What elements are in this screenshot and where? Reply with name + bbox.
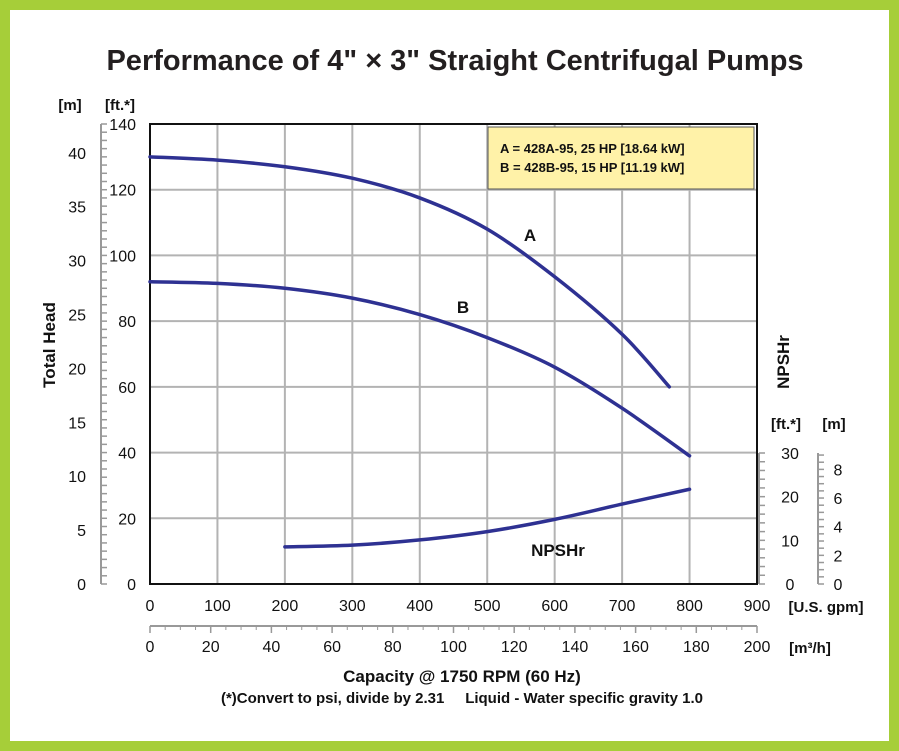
chart-title: Performance of 4" × 3" Straight Centrifu…: [106, 45, 803, 77]
curves: [148, 155, 692, 549]
x-tick-label: 400: [406, 598, 433, 615]
x2-tick-label: 120: [501, 639, 528, 656]
x-tick-label: 600: [541, 598, 568, 615]
y-m-tick-label: 0: [77, 577, 86, 594]
npshr-ft-unit: [ft.*]: [771, 416, 801, 433]
y-tick-label: 120: [109, 183, 136, 200]
curve-label-b: B: [457, 298, 469, 317]
curve-npshr: [283, 487, 692, 549]
x2-tick-label: 20: [202, 639, 220, 656]
x2-tick-label: 60: [323, 639, 341, 656]
curve-a: [148, 155, 672, 389]
y-m-tick-label: 25: [68, 307, 86, 324]
x2-tick-label: 140: [562, 639, 589, 656]
y-m-tick-label: 15: [68, 415, 86, 432]
y-m-tick-label: 5: [77, 523, 86, 540]
npshr-ft-tick-label: 0: [786, 577, 795, 594]
y-tick-label: 80: [118, 314, 136, 331]
curve-labels: A B NPSHr: [457, 226, 585, 560]
x2-tick-label: 0: [146, 639, 155, 656]
plot-border: [149, 123, 758, 585]
grid: [150, 124, 757, 584]
y-tick-label: 140: [109, 117, 136, 134]
npshr-m-unit: [m]: [822, 416, 845, 433]
footnote: (*)Convert to psi, divide by 2.31 Liquid…: [221, 690, 703, 707]
x-tick-label: 900: [744, 598, 771, 615]
y-tick-label: 60: [118, 380, 136, 397]
npshr-ft-tick-label: 20: [781, 490, 799, 507]
y-tick-label: 100: [109, 248, 136, 265]
y-axis-m-unit: [m]: [58, 97, 81, 114]
y-tick-label: 20: [118, 511, 136, 528]
x-axis-label: Capacity @ 1750 RPM (60 Hz): [343, 667, 581, 686]
x-tick-label: 100: [204, 598, 231, 615]
tick-labels: 0 100 200 300 400 500 600 700 800 900020406080100…: [68, 117, 842, 656]
x2-axis-unit: [m³/h]: [789, 640, 831, 657]
npshr-m-tick-label: 4: [834, 520, 843, 537]
npshr-m-tick-label: 6: [834, 491, 843, 508]
curve-label-npshr: NPSHr: [531, 541, 585, 560]
x2-tick-label: 40: [263, 639, 281, 656]
npshr-m-tick-label: 2: [834, 548, 843, 565]
y-axis-ft-unit: [ft.*]: [105, 97, 135, 114]
x-tick-label: 0: [146, 598, 155, 615]
npshr-ft-tick-label: 10: [781, 533, 799, 550]
y-m-tick-label: 10: [68, 469, 86, 486]
curve-b: [148, 279, 692, 458]
npshr-ft-tick-label: 30: [781, 446, 799, 463]
y-m-tick-label: 40: [68, 146, 86, 163]
legend-line-b: B = 428B-95, 15 HP [11.19 kW]: [500, 160, 684, 175]
y-axis-label: Total Head: [40, 302, 59, 388]
npshr-axis-label: NPSHr: [774, 335, 793, 389]
x2-tick-label: 80: [384, 639, 402, 656]
legend-box: [487, 126, 755, 190]
x2-tick-label: 200: [744, 639, 771, 656]
x-tick-label: 800: [676, 598, 703, 615]
y-m-tick-label: 20: [68, 361, 86, 378]
x-tick-label: 500: [474, 598, 501, 615]
y-tick-label: 40: [118, 446, 136, 463]
y-m-tick-label: 35: [68, 200, 86, 217]
x-tick-label: 200: [272, 598, 299, 615]
y-m-tick-label: 30: [68, 254, 86, 271]
npshr-m-tick-label: 0: [834, 577, 843, 594]
npshr-m-tick-label: 8: [834, 462, 843, 479]
x2-tick-label: 180: [683, 639, 710, 656]
x2-tick-label: 100: [440, 639, 467, 656]
x-tick-label: 700: [609, 598, 636, 615]
curve-label-a: A: [524, 226, 536, 245]
x-tick-label: 300: [339, 598, 366, 615]
legend-line-a: A = 428A-95, 25 HP [18.64 kW]: [500, 141, 685, 156]
x-axis-unit: [U.S. gpm]: [789, 599, 864, 616]
legend: A = 428A-95, 25 HP [18.64 kW] B = 428B-9…: [487, 126, 755, 190]
y-tick-label: 0: [127, 577, 136, 594]
x2-tick-label: 160: [622, 639, 649, 656]
axes: [100, 123, 824, 633]
